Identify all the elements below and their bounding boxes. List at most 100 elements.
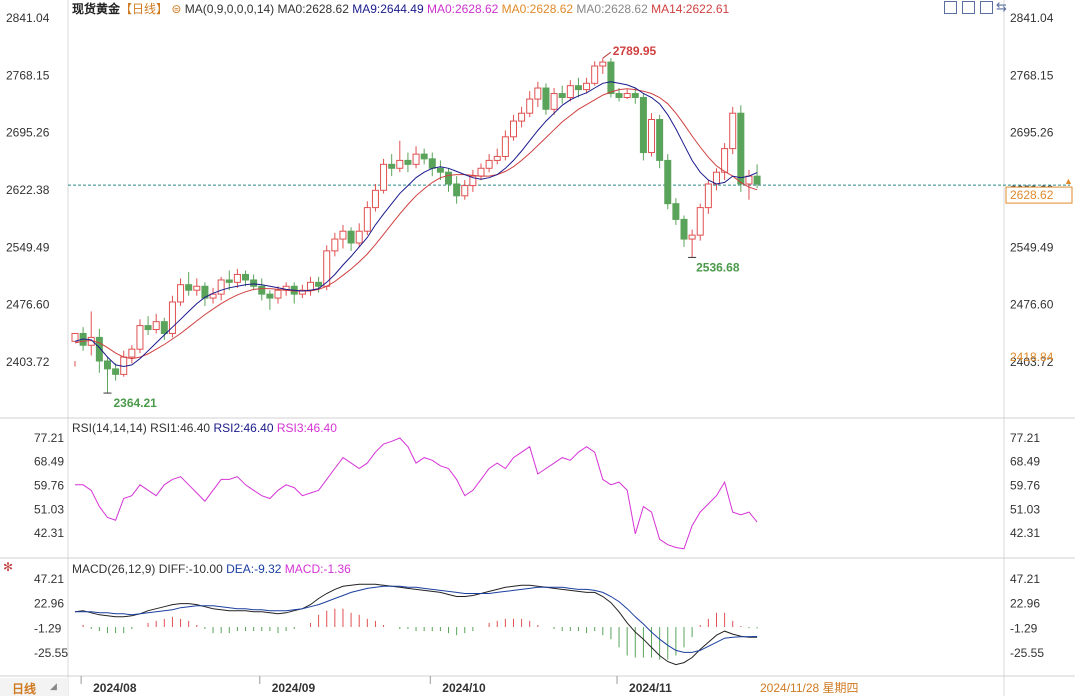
x-tick-label: 2024/09 [272,681,316,695]
candle-body [737,112,745,185]
macd-diff-line [74,583,758,666]
price-tick-right: 2403.72 [1010,355,1054,369]
arrow-right-icon[interactable]: ⇆ [996,0,1007,14]
rsi-tick-right: 68.49 [1010,455,1040,469]
candle-body [509,120,517,138]
candle-body [193,285,201,291]
ma-value-1: MA9:2644.49 [352,2,427,16]
period-tab-label: 日线 [12,682,37,696]
candle-body [461,185,469,197]
candle-body [493,155,501,161]
candle-body [542,87,550,110]
candle-body [453,183,461,197]
candle-body [639,96,647,154]
candle-body [347,230,355,244]
price-tick-left: 2403.72 [6,355,50,369]
candle-body [721,148,729,173]
price-tick-right: 2549.49 [1010,240,1054,254]
candle-body [112,368,120,375]
candle-body [339,230,347,240]
ma-values: MA0:2628.62 MA9:2644.49 MA0:2628.62 MA0:… [278,2,730,16]
candle-body [306,281,314,291]
split-view-button[interactable] [962,1,975,14]
candle-body [242,273,250,281]
candle-body [672,203,680,220]
period-label[interactable]: 【日线】 [120,2,169,16]
macd-tick-left: 22.96 [34,597,64,611]
instrument-title: 现货黄金 [72,2,121,16]
current-price-value: 2628.62 [1010,188,1054,202]
price-tick-left: 2622.38 [6,183,50,197]
rsi-panel-header: RSI(14,14,14) RSI1:46.40 RSI2:46.40 RSI3… [72,421,337,435]
rsi2-value: RSI2:46.40 [213,421,274,435]
candle-body [558,93,566,98]
candle-body [501,136,509,157]
candle-body [688,234,696,240]
price-tick-left: 2476.60 [6,298,50,312]
current-price-tag [1005,186,1073,204]
candle-body [298,289,306,295]
candle-body [648,119,656,154]
price-panel-header: 现货黄金【日线】 ⊜ MA(0,9,0,0,0,14) MA0:2628.62 … [72,0,729,17]
candle-body [250,279,258,287]
dea-value: DEA:-9.32 [226,562,282,576]
candle-body [331,238,339,252]
candle-body [583,82,591,91]
rsi3-value: RSI3:46.40 [276,421,337,435]
ma-value-5: MA14:2622.61 [651,2,730,16]
diff-value: DIFF:-10.00 [158,562,223,576]
tab-arrow-icon: ◢ [50,681,57,691]
candle-body [185,284,193,291]
ma-value-3: MA0:2628.62 [501,2,577,16]
fit-view-button[interactable] [944,1,957,14]
period-tab[interactable]: 日线 ◢ [0,678,68,696]
rsi-tick-left: 51.03 [34,502,64,516]
macd-tick-right: 22.96 [1010,597,1040,611]
candle-body [518,112,526,122]
candle-body [599,61,607,67]
rsi-tick-right: 77.21 [1010,431,1040,445]
price-tick-left: 2841.04 [6,11,50,25]
macd-panel-header: MACD(26,12,9) DIFF:-10.00 DEA:-9.32 MACD… [72,562,351,576]
candle-body [315,281,323,287]
x-tick-label: 2024/08 [93,681,137,695]
candle-body [477,167,485,177]
rsi-tick-left: 42.31 [34,526,64,540]
rsi-spec: RSI(14,14,14) [72,421,147,435]
candle-body [534,87,542,100]
candle-body [656,119,664,161]
macd-dea-line [75,585,758,653]
candle-body [177,284,185,303]
ma-value-2: MA0:2628.62 [426,2,502,16]
candle-body [355,230,363,244]
price-tick-left: 2768.15 [6,68,50,82]
candle-body [160,321,168,334]
candle-body [712,171,720,185]
ref-price-value: 2418.84 [1010,350,1054,364]
layout-button[interactable] [980,1,993,14]
candle-body [404,159,412,165]
rsi-tick-left: 59.76 [34,479,64,493]
macd-tick-left: -1.29 [34,621,62,635]
candle-body [217,279,225,295]
rsi1-value: RSI1:46.40 [150,421,211,435]
settings-icon[interactable]: ⊜ [171,2,182,16]
candle-body [591,65,599,84]
rsi-tick-right: 59.76 [1010,479,1040,493]
ma-value-0: MA0:2628.62 [277,2,353,16]
candle-body [696,207,704,236]
candle-body [631,93,639,98]
indicator-settings-icon[interactable]: ✻ [3,560,14,574]
candle-body [615,93,623,98]
price-tick-left: 2695.26 [6,126,50,140]
candle-body [225,279,233,283]
ma-spec: MA(0,9,0,0,0,14) [184,2,275,16]
macd-tick-right: 47.21 [1010,572,1040,586]
candle-body [209,293,217,299]
macd-spec: MACD(26,12,9) [72,562,156,576]
x-tick-label: 2024/11 [629,681,672,695]
ma9-line [74,81,758,368]
candle-body [128,348,136,358]
macd-value: MACD:-1.36 [284,562,351,576]
candle-body [526,98,534,114]
